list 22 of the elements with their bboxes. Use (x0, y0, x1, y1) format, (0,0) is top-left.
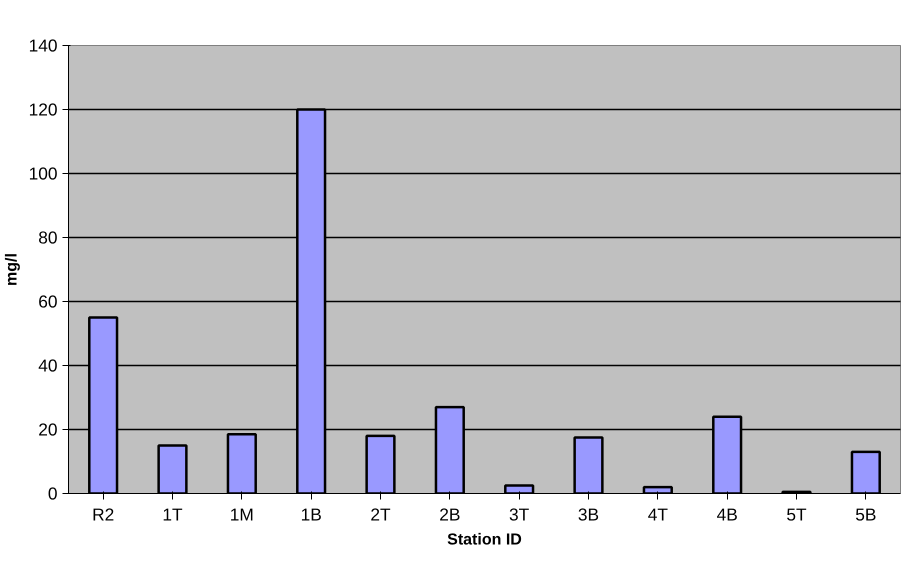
x-tick-label: 1M (230, 504, 254, 524)
y-tick-label: 0 (48, 484, 58, 504)
x-tick-label: 3B (578, 504, 600, 524)
y-tick-label: 120 (28, 100, 58, 120)
x-tick-label: 5B (855, 504, 876, 524)
x-tick-label: 4B (716, 504, 738, 524)
y-tick-label: 60 (38, 292, 58, 312)
x-tick-label: 3T (509, 504, 530, 524)
x-tick-label: 2B (439, 504, 460, 524)
y-tick-label: 100 (28, 164, 58, 184)
x-tick-label: 1T (162, 504, 184, 524)
y-tick-label: 140 (28, 36, 58, 56)
y-tick-label: 20 (38, 420, 58, 440)
x-tick-label: 2T (370, 504, 392, 524)
x-tick-label: R2 (92, 504, 114, 524)
x-tick-label: 4T (648, 504, 668, 524)
x-tick-label: 1B (300, 504, 322, 524)
y-axis-title: mg/l (4, 253, 21, 286)
y-tick-label: 40 (38, 356, 58, 376)
y-tick-label: 80 (38, 228, 58, 248)
x-axis-title: Station ID (447, 532, 522, 548)
x-tick-label: 5T (786, 504, 808, 524)
